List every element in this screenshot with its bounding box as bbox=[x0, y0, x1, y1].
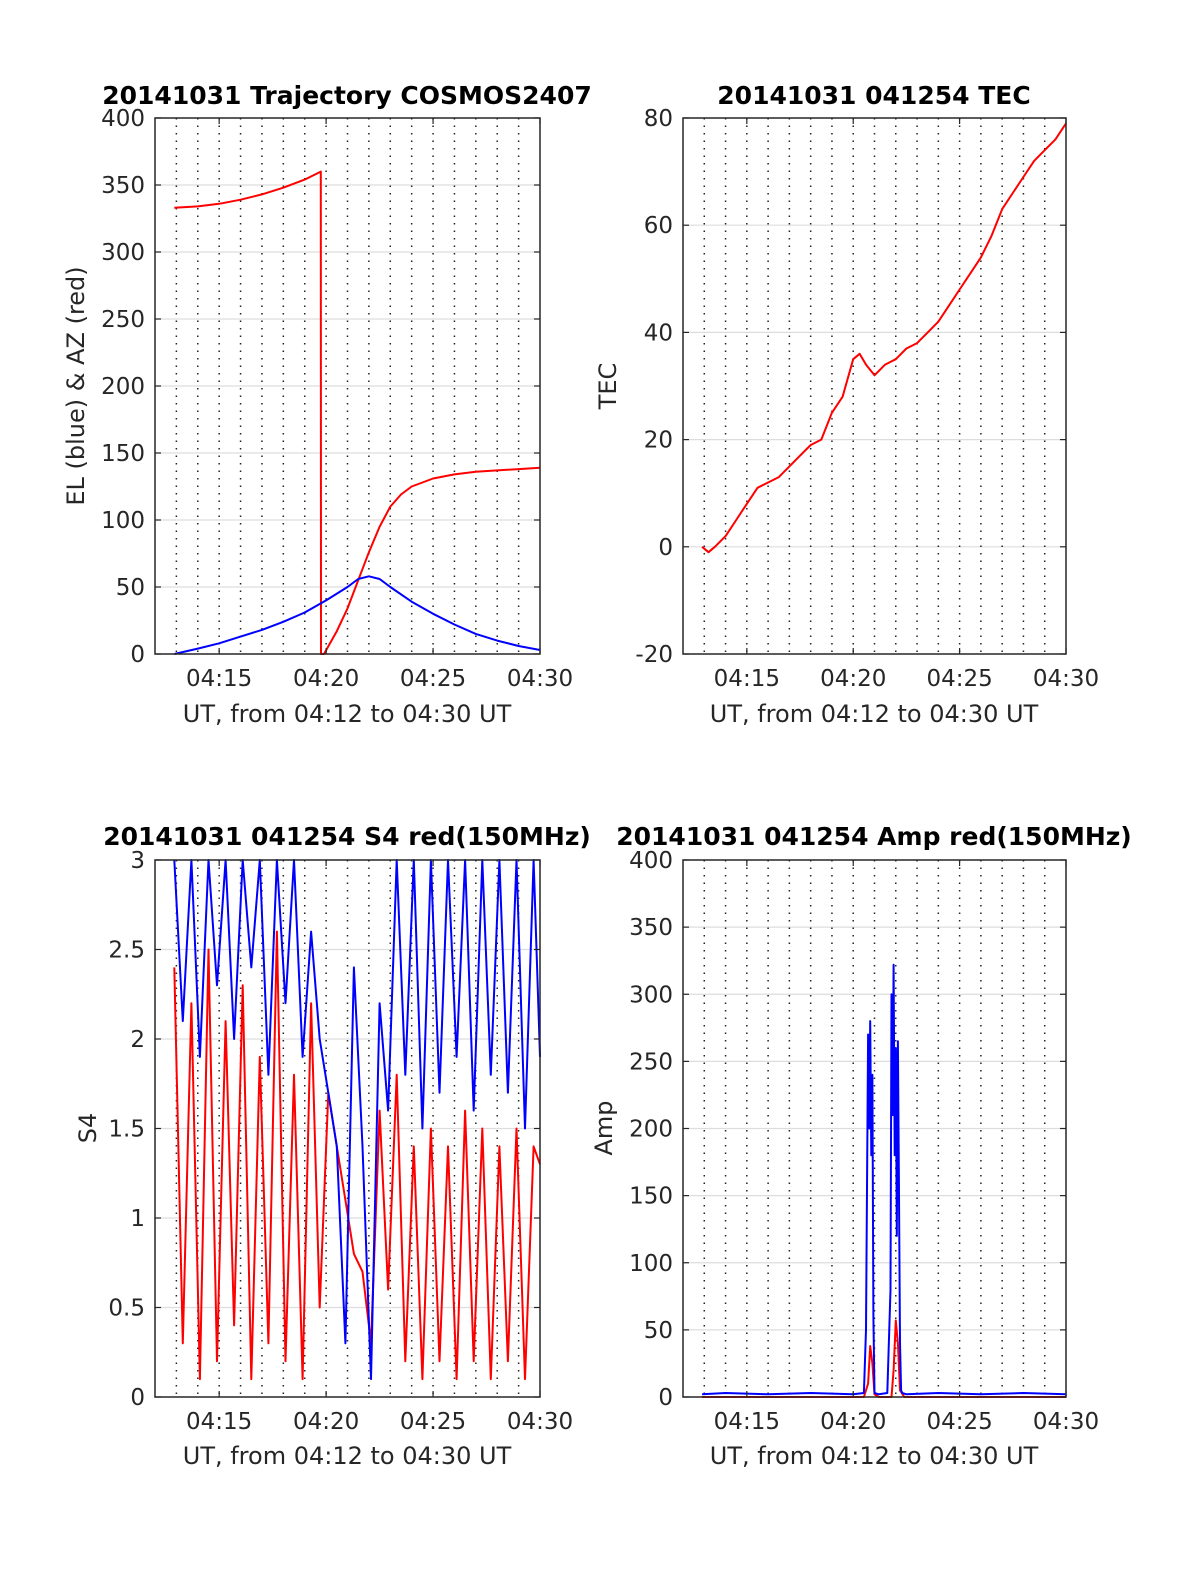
trajectory-ytick-label: 300 bbox=[101, 240, 145, 266]
tec-ytick-label: 20 bbox=[644, 428, 673, 454]
amp-ytick-label: 250 bbox=[629, 1049, 673, 1075]
s4-ytick-label: 1 bbox=[130, 1206, 145, 1232]
trajectory-ytick-label: 200 bbox=[101, 374, 145, 400]
trajectory-xtick-label: 04:15 bbox=[186, 666, 252, 692]
tec-xtick-label: 04:15 bbox=[714, 666, 780, 692]
tec-axes-frame bbox=[682, 117, 1067, 655]
tec-grid bbox=[683, 118, 1066, 654]
trajectory-ylabel: EL (blue) & AZ (red) bbox=[62, 266, 90, 505]
trajectory-panel: 0 50 100 150 200 250 300 350 400 04:15 04:20 04:25 0… bbox=[62, 81, 592, 728]
s4-series-1-line bbox=[173, 859, 541, 1381]
s4-series-0-line bbox=[173, 930, 541, 1381]
tec-panel: -20 0 20 40 60 80 04:15 04:20 04:25 04:30 2014103… bbox=[594, 81, 1099, 728]
amp-ytick-label: 150 bbox=[629, 1184, 673, 1210]
tec-xtick-label: 04:25 bbox=[926, 666, 992, 692]
s4-ytick-label: 0.5 bbox=[108, 1296, 145, 1322]
s4-panel: 0 0.5 1 1.5 2 2.5 3 04:15 04:20 04:25 04:30 201410… bbox=[74, 822, 591, 1470]
s4-xtick-label: 04:15 bbox=[186, 1409, 252, 1435]
amp-ytick-label: 0 bbox=[658, 1385, 673, 1411]
amp-xtick-label: 04:20 bbox=[820, 1409, 886, 1435]
trajectory-ytick-label: 250 bbox=[101, 307, 145, 333]
tec-xtick-label: 04:30 bbox=[1033, 666, 1099, 692]
amp-ytick-label: 100 bbox=[629, 1251, 673, 1277]
trajectory-ytick-label: 0 bbox=[130, 642, 145, 668]
amp-ytick-label: 300 bbox=[629, 982, 673, 1008]
trajectory-series bbox=[174, 170, 541, 655]
amp-xlabel: UT, from 04:12 to 04:30 UT bbox=[710, 1442, 1039, 1470]
trajectory-ytick-label: 50 bbox=[116, 575, 145, 601]
s4-ytick-label: 3 bbox=[130, 848, 145, 874]
tec-ytick-label: 60 bbox=[644, 213, 673, 239]
s4-xtick-label: 04:30 bbox=[507, 1409, 573, 1435]
amp-ytick-label: 350 bbox=[629, 915, 673, 941]
trajectory-ticks: 0 50 100 150 200 250 300 350 400 04:15 04:20 04:25 0… bbox=[101, 106, 573, 692]
s4-xtick-label: 04:20 bbox=[293, 1409, 359, 1435]
s4-ytick-label: 2.5 bbox=[108, 938, 145, 964]
s4-title: 20141031 041254 S4 red(150MHz) bbox=[103, 822, 591, 851]
amp-ytick-label: 50 bbox=[644, 1318, 673, 1344]
tec-xtick-label: 04:20 bbox=[820, 666, 886, 692]
trajectory-xtick-label: 04:25 bbox=[400, 666, 466, 692]
trajectory-series-0-line bbox=[174, 170, 541, 655]
amp-xtick-label: 04:30 bbox=[1033, 1409, 1099, 1435]
trajectory-ytick-label: 100 bbox=[101, 508, 145, 534]
s4-xtick-label: 04:25 bbox=[400, 1409, 466, 1435]
s4-ytick-label: 0 bbox=[130, 1385, 145, 1411]
s4-xlabel: UT, from 04:12 to 04:30 UT bbox=[183, 1442, 512, 1470]
amp-ytick-label: 200 bbox=[629, 1117, 673, 1143]
trajectory-ytick-label: 150 bbox=[101, 441, 145, 467]
s4-ytick-label: 2 bbox=[130, 1027, 145, 1053]
tec-title: 20141031 041254 TEC bbox=[717, 81, 1030, 110]
tec-ytick-label: 0 bbox=[658, 535, 673, 561]
tec-ticks: -20 0 20 40 60 80 04:15 04:20 04:25 04:30 bbox=[635, 106, 1099, 692]
tec-series-0-line bbox=[701, 122, 1067, 554]
s4-ytick-label: 1.5 bbox=[108, 1117, 145, 1143]
amp-series-1-line bbox=[702, 963, 1067, 1396]
trajectory-series-1-line bbox=[174, 575, 541, 655]
tec-series bbox=[701, 122, 1067, 554]
amp-title: 20141031 041254 Amp red(150MHz) bbox=[616, 822, 1132, 851]
amp-xtick-label: 04:25 bbox=[926, 1409, 992, 1435]
s4-series bbox=[173, 859, 541, 1381]
trajectory-xlabel: UT, from 04:12 to 04:30 UT bbox=[183, 700, 512, 728]
tec-ylabel: TEC bbox=[594, 363, 622, 411]
trajectory-grid bbox=[155, 118, 540, 654]
tec-ytick-label: -20 bbox=[635, 642, 673, 668]
tec-ytick-label: 40 bbox=[644, 320, 673, 346]
tec-ytick-label: 80 bbox=[644, 106, 673, 132]
amp-ytick-label: 400 bbox=[629, 848, 673, 874]
s4-ylabel: S4 bbox=[74, 1113, 102, 1144]
trajectory-xtick-label: 04:30 bbox=[507, 666, 573, 692]
trajectory-title: 20141031 Trajectory COSMOS2407 bbox=[102, 81, 592, 110]
amp-xtick-label: 04:15 bbox=[714, 1409, 780, 1435]
trajectory-xtick-label: 04:20 bbox=[293, 666, 359, 692]
trajectory-ytick-label: 400 bbox=[101, 106, 145, 132]
amp-ylabel: Amp bbox=[590, 1100, 618, 1155]
trajectory-ytick-label: 350 bbox=[101, 173, 145, 199]
amp-panel: 0 50 100 150 200 250 300 350 400 04:15 04:20 04:25 0… bbox=[590, 822, 1132, 1470]
amp-ticks: 0 50 100 150 200 250 300 350 400 04:15 04:20 04:25 0… bbox=[629, 848, 1099, 1435]
s4-ticks: 0 0.5 1 1.5 2 2.5 3 04:15 04:20 04:25 04:30 bbox=[108, 848, 573, 1435]
tec-xlabel: UT, from 04:12 to 04:30 UT bbox=[710, 700, 1039, 728]
